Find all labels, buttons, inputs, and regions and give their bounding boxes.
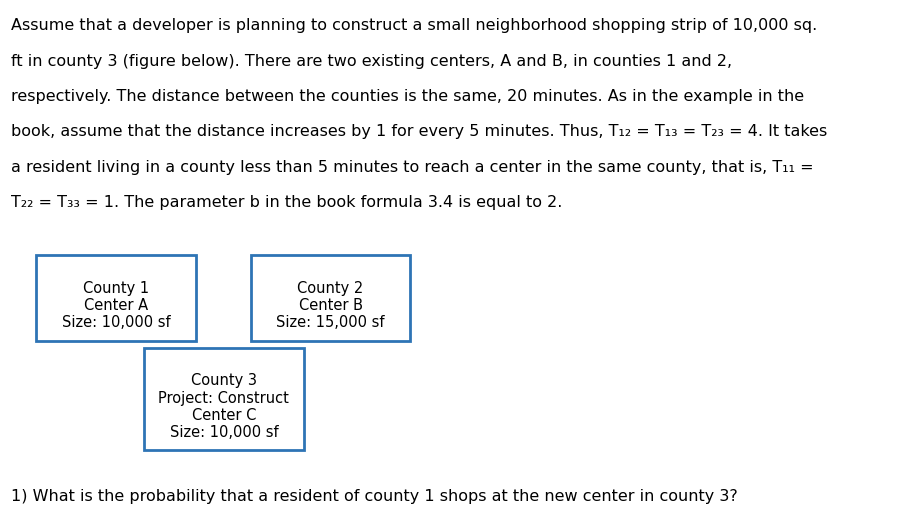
Text: Center C: Center C [191, 408, 256, 423]
Text: Size: 15,000 sf: Size: 15,000 sf [276, 315, 384, 330]
Text: Size: 10,000 sf: Size: 10,000 sf [62, 315, 170, 330]
FancyBboxPatch shape [251, 255, 410, 341]
Text: Project: Construct: Project: Construct [159, 391, 289, 406]
Text: book, assume that the distance increases by 1 for every 5 minutes. Thus, T₁₂ = T: book, assume that the distance increases… [11, 124, 826, 139]
Text: ft in county 3 (figure below). There are two existing centers, A and B, in count: ft in county 3 (figure below). There are… [11, 54, 732, 69]
Text: respectively. The distance between the counties is the same, 20 minutes. As in t: respectively. The distance between the c… [11, 89, 804, 104]
Text: Size: 10,000 sf: Size: 10,000 sf [169, 425, 278, 440]
FancyBboxPatch shape [36, 255, 196, 341]
Text: Assume that a developer is planning to construct a small neighborhood shopping s: Assume that a developer is planning to c… [11, 18, 816, 33]
Text: County 3: County 3 [190, 373, 257, 388]
Text: County 2: County 2 [297, 281, 363, 295]
Text: Center B: Center B [298, 297, 363, 313]
Text: County 1: County 1 [83, 281, 149, 295]
Text: a resident living in a county less than 5 minutes to reach a center in the same : a resident living in a county less than … [11, 160, 813, 175]
Text: 1) What is the probability that a resident of county 1 shops at the new center i: 1) What is the probability that a reside… [11, 489, 737, 504]
Text: Center A: Center A [84, 297, 148, 313]
Text: T₂₂ = T₃₃ = 1. The parameter b in the book formula 3.4 is equal to 2.: T₂₂ = T₃₃ = 1. The parameter b in the bo… [11, 195, 562, 210]
FancyBboxPatch shape [144, 348, 303, 450]
